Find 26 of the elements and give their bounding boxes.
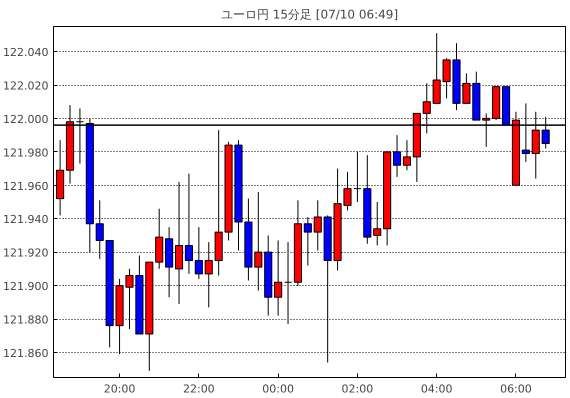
x-tick-label: 22:00	[182, 382, 215, 396]
y-tick-label: 121.900	[3, 280, 49, 294]
candlestick	[184, 173, 193, 274]
candlestick	[174, 181, 184, 304]
y-tick-label: 121.920	[3, 246, 49, 260]
x-tick-label: 04:00	[420, 382, 453, 396]
y-tick-label: 122.040	[3, 46, 49, 60]
y-tick-label: 121.940	[3, 213, 49, 226]
candlestick	[343, 171, 352, 211]
candlestick	[284, 242, 292, 325]
candlestick	[392, 134, 402, 178]
y-tick-label: 122.000	[3, 112, 49, 126]
y-tick-label: 121.960	[3, 180, 49, 193]
x-tick-label: 00:00	[262, 382, 294, 396]
y-tick-label: 121.860	[3, 346, 49, 360]
y-tick-label: 121.980	[3, 146, 49, 160]
x-tick-label: 02:00	[342, 382, 374, 396]
candlestick	[125, 268, 134, 330]
x-tick-label: 06:00	[500, 382, 532, 396]
y-tick-label: 122.020	[3, 80, 49, 92]
y-tick-label: 121.880	[3, 314, 49, 326]
candlestick	[402, 140, 412, 171]
candlestick	[353, 151, 362, 202]
chart-title: ユーロ円 15分足 [07/10 06:49]	[220, 8, 398, 22]
x-tick-label: 20:00	[104, 382, 136, 396]
candlestick	[442, 58, 451, 99]
